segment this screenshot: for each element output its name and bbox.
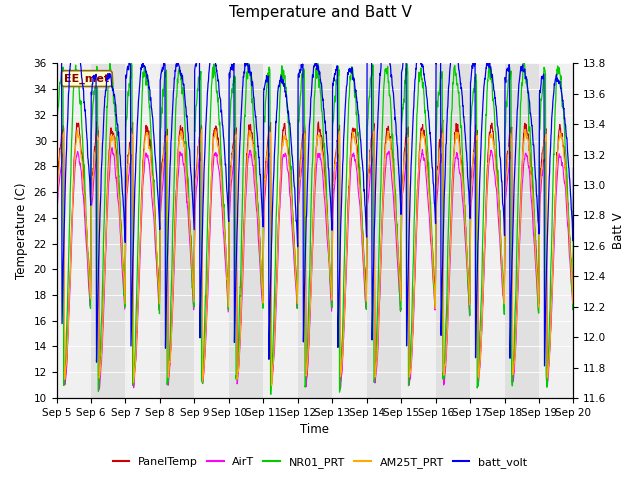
Bar	[56, 63, 91, 398]
Bar	[125, 63, 160, 398]
Bar	[367, 63, 401, 398]
Bar	[229, 63, 263, 398]
Bar	[436, 63, 470, 398]
Bar	[470, 63, 504, 398]
Bar	[539, 63, 573, 398]
Bar	[401, 63, 436, 398]
Bar	[160, 63, 195, 398]
Y-axis label: Batt V: Batt V	[612, 212, 625, 249]
Bar	[195, 63, 229, 398]
Legend: PanelTemp, AirT, NR01_PRT, AM25T_PRT, batt_volt: PanelTemp, AirT, NR01_PRT, AM25T_PRT, ba…	[108, 452, 532, 472]
Bar	[504, 63, 539, 398]
Y-axis label: Temperature (C): Temperature (C)	[15, 182, 28, 279]
Bar	[91, 63, 125, 398]
Bar	[263, 63, 298, 398]
Bar	[298, 63, 332, 398]
Text: Temperature and Batt V: Temperature and Batt V	[228, 5, 412, 20]
Bar	[332, 63, 367, 398]
Text: EE_met: EE_met	[64, 73, 109, 84]
Bar	[573, 63, 608, 398]
X-axis label: Time: Time	[301, 423, 330, 436]
